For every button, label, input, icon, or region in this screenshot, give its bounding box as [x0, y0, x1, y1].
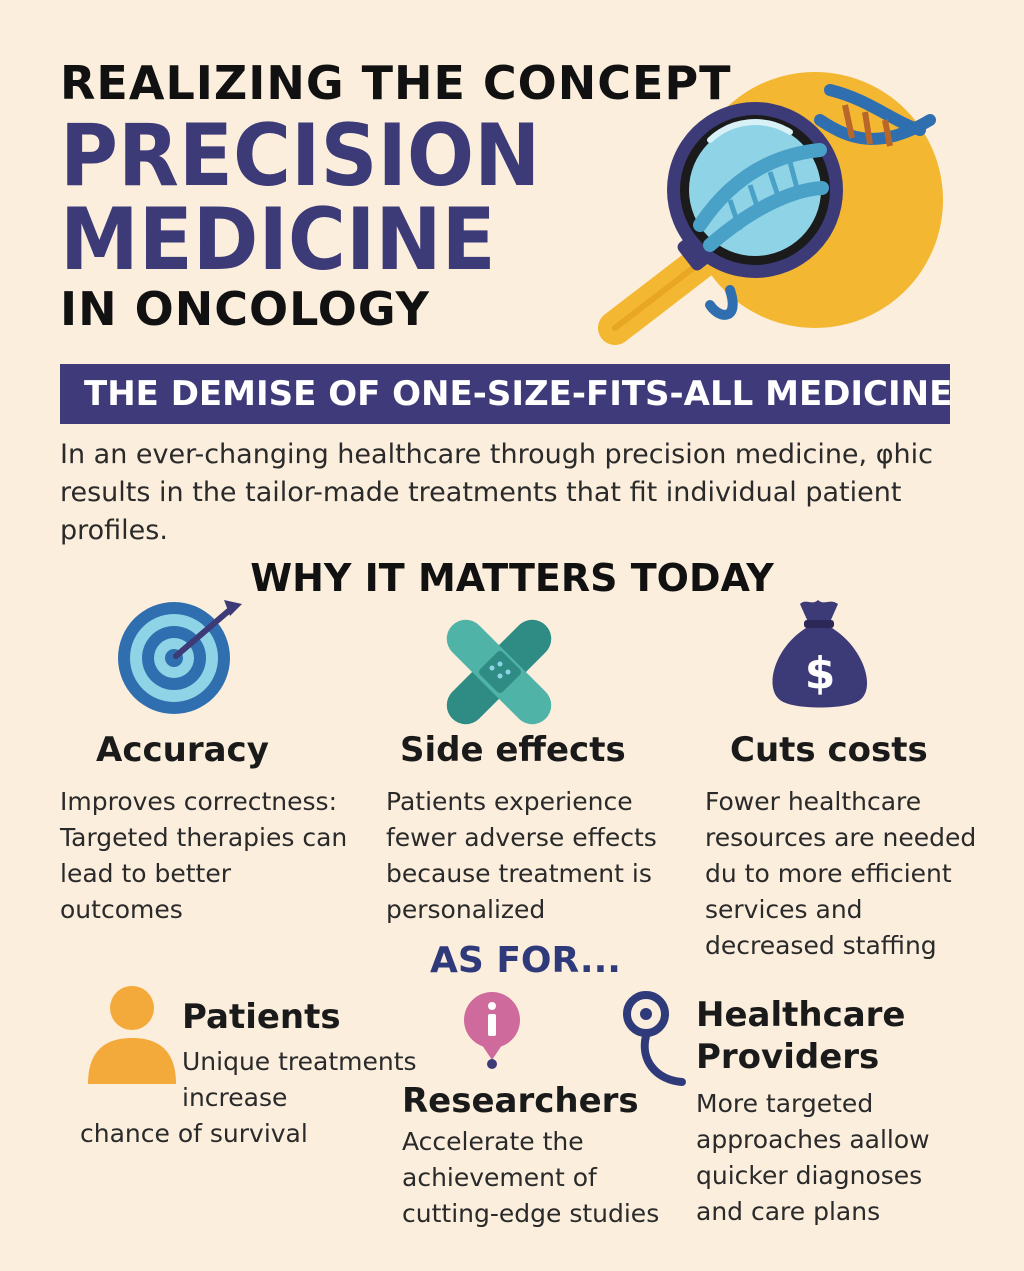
why-heading: WHY IT MATTERS TODAY — [250, 556, 774, 600]
group-text-researchers: Accelerate the achievement of cutting-ed… — [402, 1127, 660, 1228]
money-bag-icon: $ — [772, 600, 868, 708]
title-line-4: IN ONCOLOGY — [60, 282, 430, 336]
title-line-1: REALIZING THE CONCEPT — [60, 56, 732, 110]
group-title-researchers: Researchers — [402, 1081, 639, 1121]
section-banner: THE DEMISE OF ONE-SIZE-FITS-ALL MEDICINE — [60, 364, 952, 424]
bandage-icon — [446, 619, 552, 725]
group-title-patients: Patients — [182, 997, 341, 1037]
group-text-patients-3: chance of survival — [80, 1119, 308, 1148]
magnifier-dna-icon — [598, 72, 943, 345]
person-icon — [88, 986, 176, 1084]
benefit-text-accuracy: Improves correctness: Targeted therapies… — [60, 787, 348, 924]
benefit-title-cuts-costs: Cuts costs — [730, 730, 928, 770]
info-pin-icon — [464, 992, 520, 1069]
benefit-text-cuts-costs: Fower healthcare resources are needed du… — [705, 787, 977, 960]
benefit-title-accuracy: Accuracy — [96, 730, 269, 770]
group-title-healthcare-providers: Healthcare Providers — [696, 995, 906, 1077]
target-icon — [118, 600, 242, 714]
title-line-2: PRECISION — [60, 106, 541, 206]
title-line-3: MEDICINE — [60, 190, 496, 290]
intro-paragraph: In an ever-changing healthcare through p… — [60, 439, 933, 546]
benefit-text-side-effects: Patients experience fewer adverse effect… — [386, 787, 657, 924]
group-text-healthcare-providers: More targeted approaches aallow quicker … — [696, 1089, 930, 1226]
svg-text:$: $ — [805, 648, 836, 699]
benefit-title-side-effects: Side effects — [400, 730, 626, 770]
group-text-patients-1: Unique treatments — [182, 1047, 417, 1076]
as-for-heading: AS FOR... — [430, 940, 621, 981]
group-text-patients-2: increase — [182, 1083, 288, 1112]
stethoscope-icon — [623, 991, 686, 1086]
